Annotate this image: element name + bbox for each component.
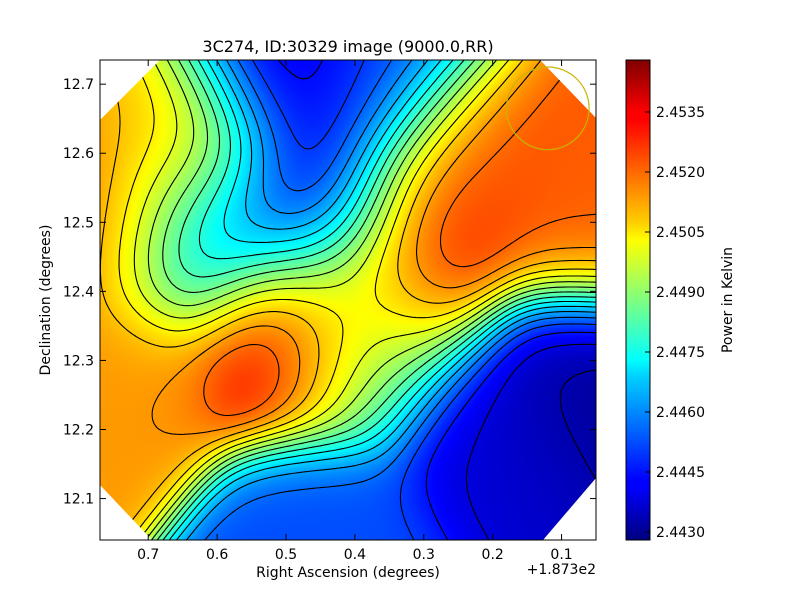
contour-line [186, 60, 596, 540]
colorbar-ticks: 2.4430 2.4445 2.4460 2.4475 2.4490 2.4505 2.45… [645, 105, 705, 541]
colorbar-label: Power in Kelvin [720, 247, 736, 353]
x-tick-label-2: 0.5 [275, 547, 297, 563]
contour-line [559, 369, 596, 481]
x-tick-label-0: 0.7 [137, 547, 159, 563]
y-tick-label-1: 12.2 [63, 422, 94, 438]
colorbar: 2.4430 2.4445 2.4460 2.4475 2.4490 2.4505 2.45… [625, 59, 736, 541]
colorbar-tick-label-1: 2.4445 [656, 465, 705, 481]
x-axis-offset: +1.873e2 [527, 562, 596, 578]
contour-line [168, 60, 596, 540]
x-tick-label-3: 0.4 [344, 547, 366, 563]
colorbar-gradient [626, 60, 650, 540]
contour-line [278, 60, 596, 540]
x-tick-label-6: 0.1 [550, 547, 572, 563]
x-tick-label-5: 0.2 [482, 547, 504, 563]
colorbar-tick-label-4: 2.4490 [656, 285, 705, 301]
plot-frame [99, 59, 597, 541]
beam-circle [505, 66, 590, 151]
y-tick-label-2: 12.3 [63, 353, 94, 369]
plot-area [100, 60, 596, 540]
colorbar-tick-label-3: 2.4475 [656, 345, 705, 361]
x-axis: 0.7 0.6 0.5 0.4 0.3 0.2 0.1 [137, 60, 573, 563]
colorbar-frame [625, 59, 651, 541]
y-tick-label-6: 12.7 [63, 77, 94, 93]
colorbar-tick-label-5: 2.4505 [656, 225, 705, 241]
contour-lines [100, 60, 596, 540]
contour-line [204, 60, 596, 540]
y-tick-label-5: 12.6 [63, 146, 94, 162]
contour-line [252, 60, 596, 540]
colorbar-tick-label-6: 2.4520 [656, 165, 705, 181]
heatmap-image [100, 60, 596, 540]
colorbar-tick-label-2: 2.4460 [656, 405, 705, 421]
contour-line [156, 60, 596, 540]
colorbar-tick-label-7: 2.4535 [656, 105, 705, 121]
x-tick-label-1: 0.6 [206, 547, 228, 563]
contour-line [465, 343, 596, 540]
x-tick-label-4: 0.3 [413, 547, 435, 563]
y-tick-label-4: 12.5 [63, 215, 94, 231]
y-tick-label-3: 12.4 [63, 284, 94, 300]
contour-line [151, 60, 596, 540]
contour-line [176, 60, 596, 540]
contour-line [145, 60, 596, 540]
contour-line [151, 60, 596, 435]
contour-line [162, 60, 596, 540]
chart-title: 3C274, ID:30329 image (9000.0,RR) [202, 37, 493, 56]
colorbar-tick-label-0: 2.4430 [656, 525, 705, 541]
y-tick-label-0: 12.1 [63, 492, 94, 508]
x-axis-label: Right Ascension (degrees) [256, 565, 440, 581]
y-axis-label: Declination (degrees) [38, 225, 54, 376]
y-axis: 12.1 12.2 12.3 12.4 12.5 12.6 12.7 [63, 77, 596, 508]
